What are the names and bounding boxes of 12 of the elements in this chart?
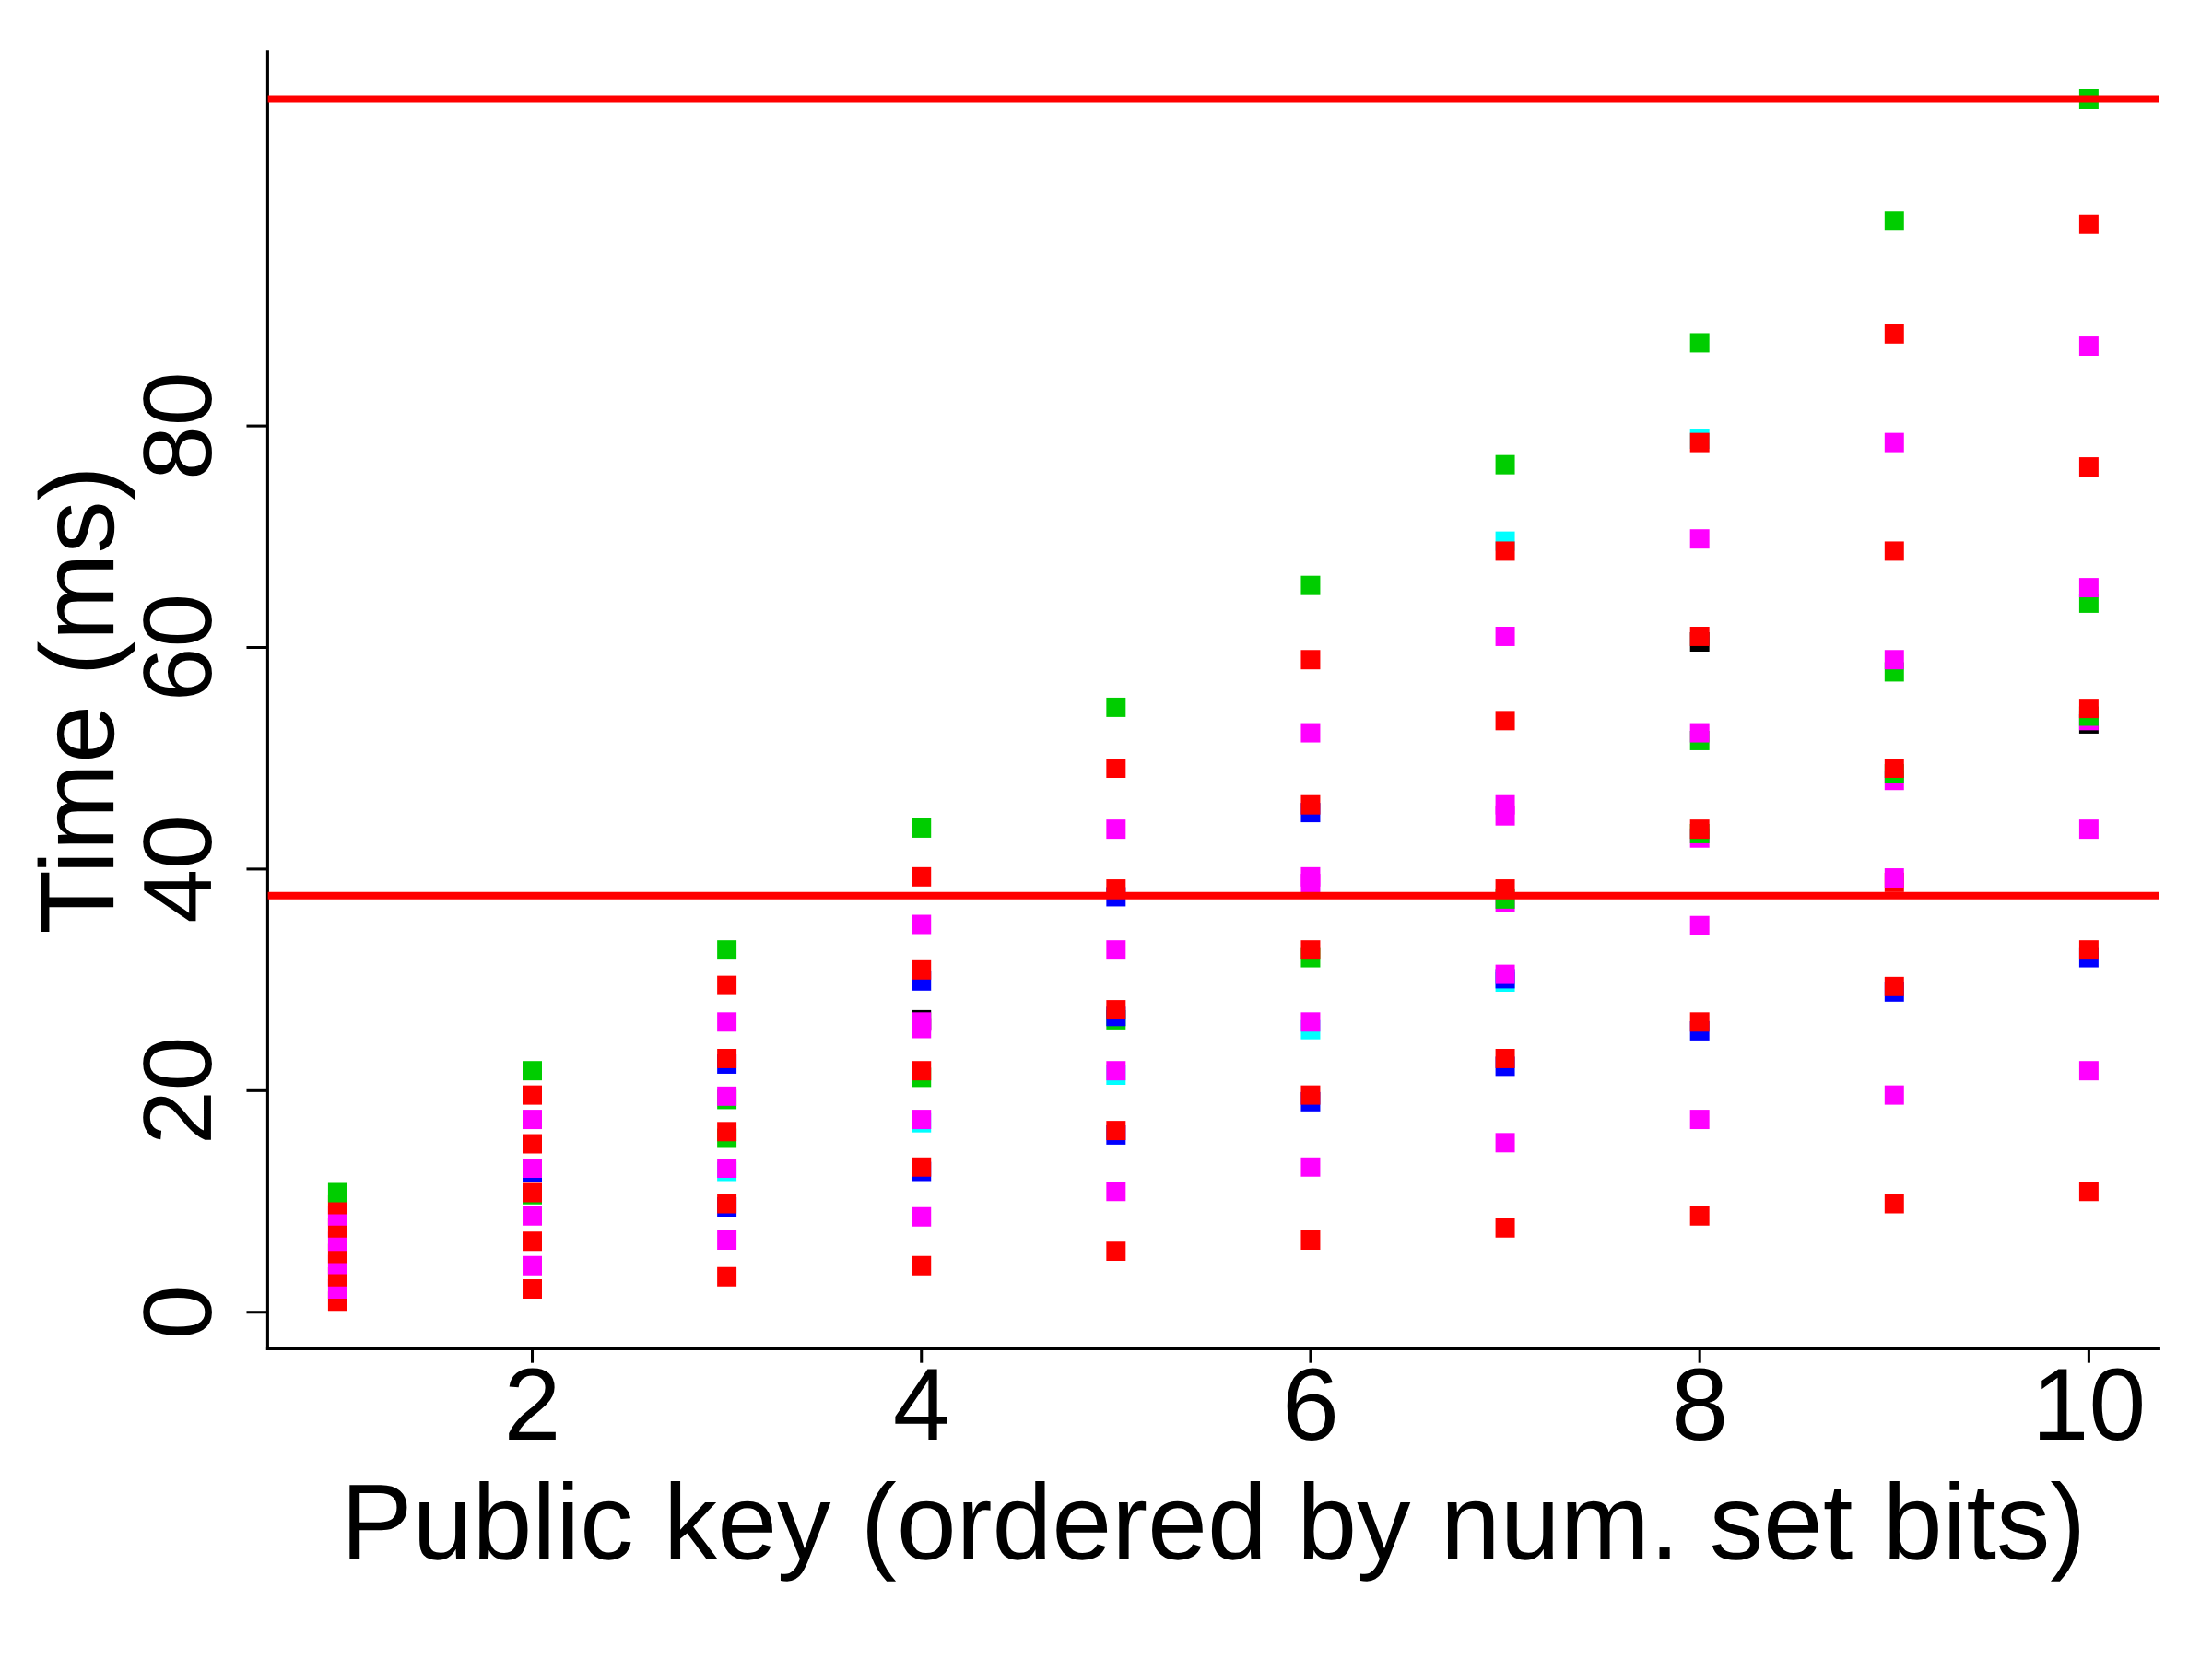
y-tick-label: 40 xyxy=(143,818,212,922)
x-tick-label: 6 xyxy=(1287,1368,1335,1441)
x-tick-label: 2 xyxy=(509,1368,556,1440)
x-axis-title: Public key (ordered by num. set bits) xyxy=(349,1480,2079,1582)
y-tick-label: 80 xyxy=(143,375,212,477)
y-tick-label: 20 xyxy=(143,1040,212,1140)
y-tick-label: 0 xyxy=(143,1288,212,1335)
x-tick-label: 10 xyxy=(2040,1368,2142,1441)
y-tick-label: 60 xyxy=(143,596,212,697)
x-tick-label: 8 xyxy=(1676,1368,1724,1441)
x-tick-label: 4 xyxy=(895,1369,947,1440)
y-axis-title: Time (ms) xyxy=(37,472,135,933)
